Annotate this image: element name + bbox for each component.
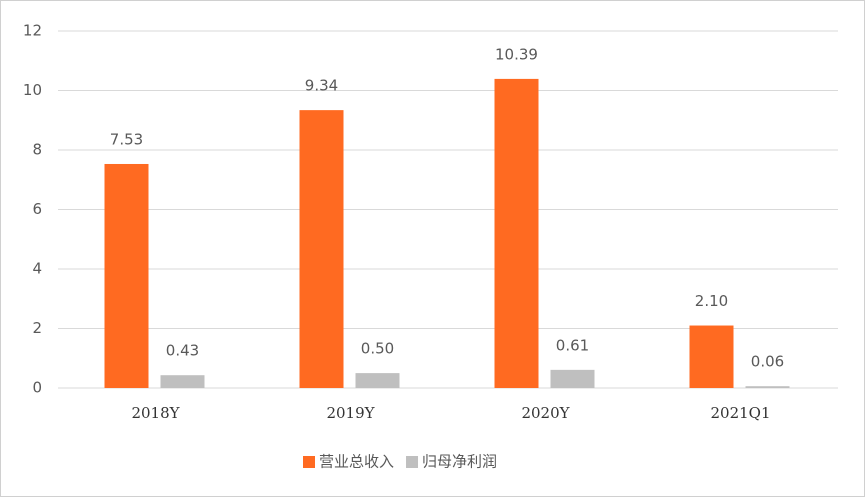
y-tick-label: 2 <box>32 319 42 337</box>
y-tick-label: 0 <box>32 379 42 397</box>
value-label: 2.10 <box>695 292 728 310</box>
bar <box>745 386 790 388</box>
bar <box>494 78 539 389</box>
value-label: 0.43 <box>166 342 199 360</box>
bar <box>104 163 149 388</box>
value-label: 0.61 <box>556 336 589 354</box>
bar <box>299 110 344 388</box>
bar <box>355 373 400 388</box>
x-tick-label: 2020Y <box>521 404 570 422</box>
value-label: 9.34 <box>305 77 338 95</box>
value-label: 0.06 <box>751 353 784 371</box>
value-label: 0.50 <box>361 340 394 358</box>
y-tick-label: 8 <box>32 141 42 159</box>
legend-swatch <box>406 456 419 468</box>
y-tick-label: 10 <box>23 81 42 99</box>
x-tick-label: 2021Q1 <box>710 404 770 422</box>
bar <box>160 375 205 388</box>
bar <box>550 369 595 388</box>
x-tick-label: 2018Y <box>131 404 180 422</box>
legend-swatch <box>303 456 315 468</box>
x-tick-label: 2019Y <box>326 404 375 422</box>
value-label: 7.53 <box>110 130 143 148</box>
legend-label: 归母净利润 <box>422 453 497 471</box>
legend-label: 营业总收入 <box>319 453 394 471</box>
value-label: 10.39 <box>495 45 538 63</box>
y-tick-label: 4 <box>32 260 42 278</box>
y-tick-label: 12 <box>23 22 42 40</box>
y-tick-label: 6 <box>32 200 42 218</box>
bar <box>689 325 734 388</box>
